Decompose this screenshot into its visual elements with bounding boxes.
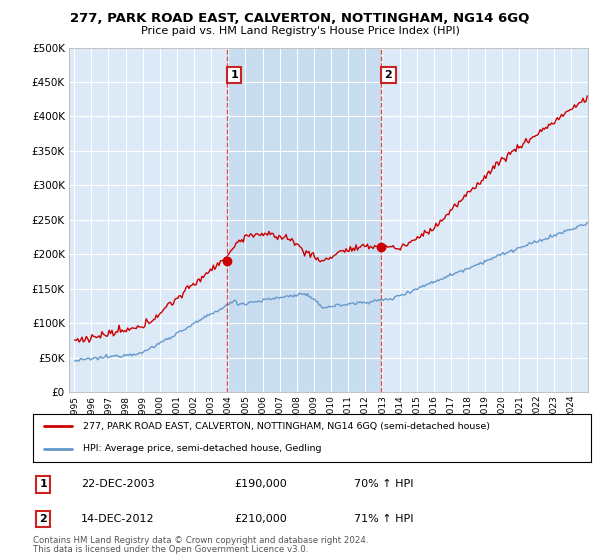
Text: Price paid vs. HM Land Registry's House Price Index (HPI): Price paid vs. HM Land Registry's House … [140, 26, 460, 36]
Text: 70% ↑ HPI: 70% ↑ HPI [354, 479, 413, 489]
Text: HPI: Average price, semi-detached house, Gedling: HPI: Average price, semi-detached house,… [83, 444, 322, 453]
Bar [227, 48, 381, 392]
Text: £190,000: £190,000 [234, 479, 287, 489]
Text: £210,000: £210,000 [234, 514, 287, 524]
Text: 71% ↑ HPI: 71% ↑ HPI [354, 514, 413, 524]
Text: 2: 2 [40, 514, 47, 524]
Text: 1: 1 [40, 479, 47, 489]
Text: 14-DEC-2012: 14-DEC-2012 [81, 514, 155, 524]
Text: 2: 2 [385, 70, 392, 80]
Text: Contains HM Land Registry data © Crown copyright and database right 2024.: Contains HM Land Registry data © Crown c… [33, 536, 368, 545]
Text: 22-DEC-2003: 22-DEC-2003 [81, 479, 155, 489]
Text: This data is licensed under the Open Government Licence v3.0.: This data is licensed under the Open Gov… [33, 545, 308, 554]
Text: 277, PARK ROAD EAST, CALVERTON, NOTTINGHAM, NG14 6GQ (semi-detached house): 277, PARK ROAD EAST, CALVERTON, NOTTINGH… [83, 422, 490, 431]
Text: 1: 1 [230, 70, 238, 80]
Text: 277, PARK ROAD EAST, CALVERTON, NOTTINGHAM, NG14 6GQ: 277, PARK ROAD EAST, CALVERTON, NOTTINGH… [70, 12, 530, 25]
